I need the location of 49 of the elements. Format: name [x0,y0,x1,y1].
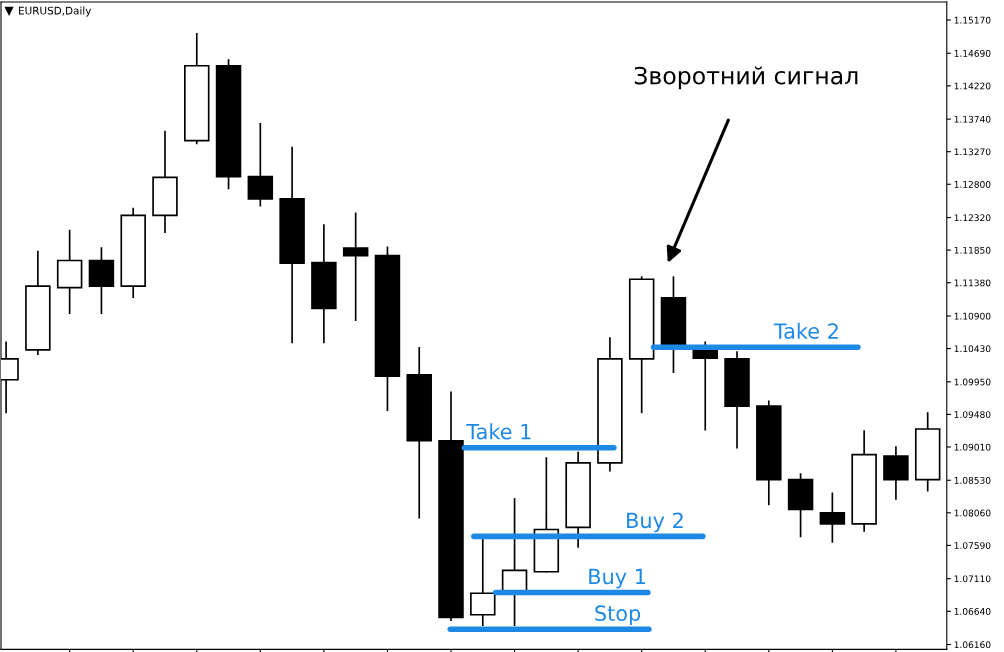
y-tick-label: 1.08060 [954,509,991,517]
ref-line-label: Buy 1 [589,568,646,589]
candlestick [184,33,210,145]
y-tick-label: 1.15170 [954,16,991,24]
candlestick [406,347,432,519]
y-tick-label: 1.06640 [954,608,991,615]
y-tick-label: 1.10430 [954,345,991,353]
candlestick [247,123,274,207]
candlestick [25,250,51,355]
y-tick-label: 1.11850 [954,246,991,254]
candlestick [279,146,305,344]
ref-line-label: Buy 2 [627,512,683,533]
candlestick [851,430,877,532]
candlestick [628,276,655,414]
candlestick [565,451,591,548]
y-tick-label: 1.13270 [954,148,991,156]
y-tick-label: 1.06160 [954,641,991,649]
candlestick [438,391,464,622]
candlestick [56,229,83,315]
ref-line-label: Take 1 [466,423,531,440]
candlestick [597,337,623,472]
candlestick [914,412,941,492]
y-tick-label: 1.13740 [954,115,991,123]
y-tick-label: 1.14690 [954,49,991,57]
y-tick-label: 1.10900 [954,312,991,320]
y-tick-label: 1.11380 [954,279,991,287]
y-tick-label: 1.08530 [954,476,991,484]
y-tick-label: 1.09480 [954,411,991,418]
candlestick [756,400,782,506]
y-tick-label: 1.12320 [954,214,991,222]
chart-title: EURUSD,Daily [19,6,92,17]
y-tick-label: 1.07590 [954,542,991,549]
candlestick [660,276,687,373]
y-tick-label: 1.12800 [954,180,991,188]
candlestick [342,212,369,321]
candlestick [819,492,846,543]
candlestick [724,351,750,449]
candlestick [120,207,146,299]
y-tick-label: 1.09010 [954,443,991,451]
ref-line-label: Take 2 [773,322,838,339]
candlestick [152,130,178,233]
y-tick-label: 1.07110 [954,575,991,583]
candlestick [470,536,496,626]
ref-line-label: Stop [595,605,641,626]
annotation: Зворотний сигнал [634,66,858,90]
y-tick-label: 1.14220 [954,82,991,90]
candlestick [883,446,909,500]
y-tick-label: 1.09950 [954,378,991,386]
candlestick [311,224,337,344]
